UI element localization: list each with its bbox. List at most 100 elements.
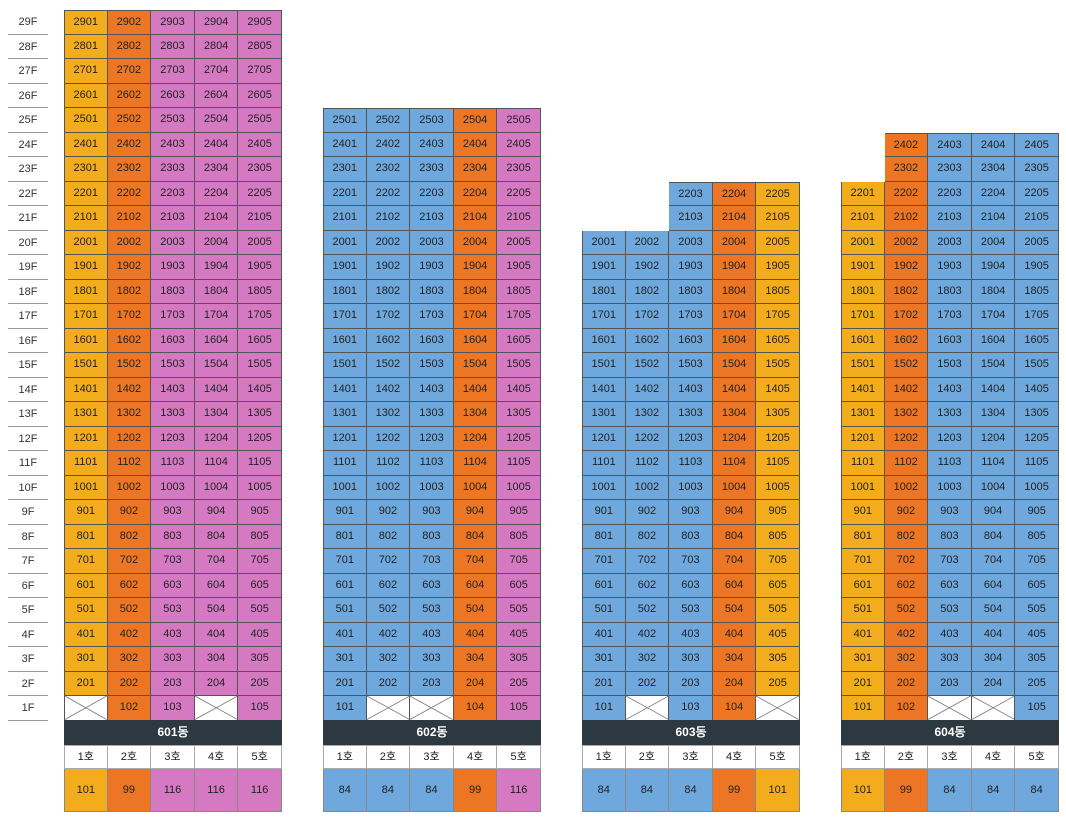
- unit-cell: 103: [669, 696, 713, 721]
- unit-cell: 1003: [669, 475, 713, 500]
- unit-cell: 404: [194, 622, 239, 647]
- unit-cell: 2102: [107, 206, 152, 231]
- unit-cell: 1104: [712, 451, 757, 476]
- floor-row: 2001 2002 2003 2004 2005: [64, 230, 282, 255]
- floor-label: 29F: [8, 10, 48, 35]
- unit-area-label: 84: [366, 769, 411, 812]
- unit-cell: 501: [64, 598, 108, 623]
- unit-cell: 302: [366, 647, 411, 672]
- unit-cell: 205: [1015, 671, 1059, 696]
- floor-row: 701 702 703 704 705: [841, 549, 1059, 574]
- unit-cell: 704: [453, 549, 498, 574]
- floor-row: 801 802 803 804 805: [582, 524, 800, 549]
- unit-cell: 603: [410, 573, 454, 598]
- unit-cell: 1303: [669, 402, 713, 427]
- unit-cell: 204: [453, 671, 498, 696]
- unit-number-label: 1호: [841, 745, 885, 769]
- unit-number-label: 1호: [64, 745, 108, 769]
- unit-cell: 105: [1015, 696, 1059, 721]
- floor-row: 1801 1802 1803 1804 1805: [64, 279, 282, 304]
- unit-cell: 1404: [194, 377, 239, 402]
- unit-cell: 705: [1015, 549, 1059, 574]
- unit-cell: 504: [971, 598, 1016, 623]
- unit-cell: 1301: [323, 402, 367, 427]
- unit-cell: 704: [194, 549, 239, 574]
- empty-unit-cell: [625, 696, 670, 721]
- unit-cell: 1404: [971, 377, 1016, 402]
- floor-label: 21F: [8, 206, 48, 231]
- floor-row: 1701 1702 1703 1704 1705: [64, 304, 282, 329]
- floor-label: 6F: [8, 574, 48, 598]
- unit-cell: 601: [64, 573, 108, 598]
- unit-cell: 1105: [1015, 451, 1059, 476]
- area-row: 101 99 84 84 84: [841, 769, 1059, 812]
- unit-cell: 1904: [971, 255, 1016, 280]
- unit-cell: 2304: [194, 157, 239, 182]
- unit-cell: 1604: [712, 328, 757, 353]
- unit-cell: 304: [971, 647, 1016, 672]
- unit-cell: 2602: [107, 83, 152, 108]
- floor-row: 1401 1402 1403 1404 1405: [64, 377, 282, 402]
- unit-cell: 1702: [884, 304, 929, 329]
- floor-row: 1601 1602 1603 1604 1605: [64, 328, 282, 353]
- floor-row: 2701 2702 2703 2704 2705: [64, 59, 282, 84]
- unit-cell: 105: [497, 696, 541, 721]
- unit-cell: 1603: [669, 328, 713, 353]
- unit-cell: 2004: [971, 230, 1016, 255]
- unit-cell: 604: [194, 573, 239, 598]
- unit-cell: 1301: [64, 402, 108, 427]
- unit-cell: 701: [841, 549, 885, 574]
- unit-cell: 2501: [323, 108, 367, 133]
- unit-cell: 1401: [64, 377, 108, 402]
- floor-row: 601 602 603 604 605: [582, 573, 800, 598]
- empty-unit-cell: [64, 696, 108, 721]
- unit-cell: 704: [971, 549, 1016, 574]
- unit-cell: 1103: [410, 451, 454, 476]
- unit-cell: 202: [366, 671, 411, 696]
- unit-grid: 2901 2902 2903 2904 2905 2801 2802 2803 2804 2805…: [64, 10, 282, 721]
- unit-cell: 201: [323, 671, 367, 696]
- unit-cell: 502: [366, 598, 411, 623]
- unit-cell: 2502: [366, 108, 411, 133]
- area-row: 84 84 84 99 116: [323, 769, 541, 812]
- unit-cell: 2302: [884, 157, 929, 182]
- floor-row: 2101 2102 2103 2104 2105: [64, 206, 282, 231]
- unit-cell: 1502: [625, 353, 670, 378]
- unit-cell: 1602: [366, 328, 411, 353]
- unit-cell: 1005: [497, 475, 541, 500]
- unit-cell: 905: [238, 500, 282, 525]
- floor-row: 1401 1402 1403 1404 1405: [841, 377, 1059, 402]
- unit-cell: 1705: [756, 304, 800, 329]
- unit-cell: 803: [151, 524, 195, 549]
- unit-area-label: 84: [410, 769, 454, 812]
- legend-603: 603동 1호 2호 3호 4호 5호 84 84 84 99 101: [582, 720, 800, 812]
- unit-cell: 2103: [669, 206, 713, 231]
- unit-cell: 303: [928, 647, 972, 672]
- unit-cell: 404: [453, 622, 498, 647]
- floor-row: 2101 2102 2103 2104 2105: [323, 206, 541, 231]
- floor-row: 401 402 403 404 405: [64, 622, 282, 647]
- floor-row: 501 502 503 504 505: [582, 598, 800, 623]
- unit-cell: 1001: [323, 475, 367, 500]
- unit-cell: 602: [625, 573, 670, 598]
- unit-cell: 1802: [625, 279, 670, 304]
- unit-cell: 2102: [366, 206, 411, 231]
- unit-cell: 2601: [64, 83, 108, 108]
- floor-row: 301 302 303 304 305: [582, 647, 800, 672]
- floor-label: 2F: [8, 672, 48, 696]
- unit-cell: 1501: [323, 353, 367, 378]
- floor-row: 2201 2202 2203 2204 2205: [64, 181, 282, 206]
- unit-cell: 1601: [582, 328, 626, 353]
- unit-cell: 504: [194, 598, 239, 623]
- unit-cell: 2103: [928, 206, 972, 231]
- floor-row: 401 402 403 404 405: [323, 622, 541, 647]
- unit-header-row: 1호 2호 3호 4호 5호: [323, 745, 541, 769]
- floor-row: 301 302 303 304 305: [841, 647, 1059, 672]
- unit-cell: 902: [884, 500, 929, 525]
- unit-cell: 2801: [64, 34, 108, 59]
- unit-number-label: 4호: [453, 745, 498, 769]
- unit-cell: 2301: [323, 157, 367, 182]
- floor-label: 27F: [8, 59, 48, 84]
- unit-cell: 2003: [669, 230, 713, 255]
- area-row: 84 84 84 99 101: [582, 769, 800, 812]
